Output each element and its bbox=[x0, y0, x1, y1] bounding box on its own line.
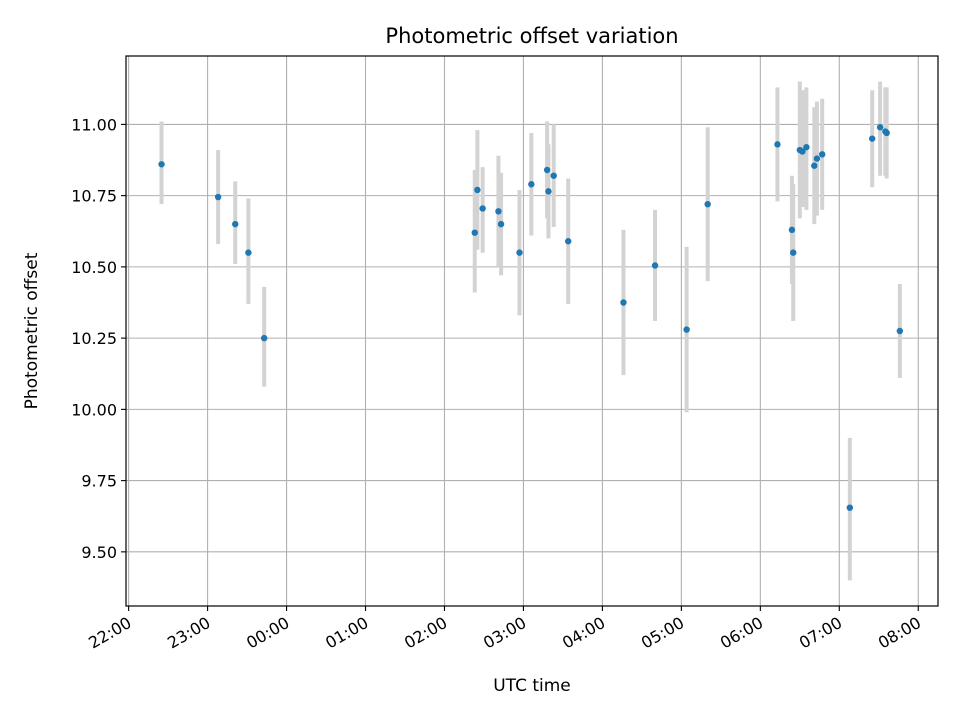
data-point bbox=[876, 124, 884, 131]
grid bbox=[126, 56, 938, 606]
data-point bbox=[803, 143, 810, 151]
data-point bbox=[479, 205, 486, 212]
data-point bbox=[704, 200, 711, 208]
data-point bbox=[846, 504, 854, 511]
x-axis-label: UTC time bbox=[493, 676, 571, 696]
data-point bbox=[620, 299, 627, 306]
y-tick-label: 10.50 bbox=[71, 258, 117, 277]
data-point bbox=[774, 141, 781, 148]
data-point bbox=[799, 148, 806, 155]
y-tick-label: 10.00 bbox=[71, 400, 117, 419]
data-point bbox=[158, 161, 165, 168]
data-point bbox=[788, 226, 796, 234]
y-axis-label: Photometric offset bbox=[22, 252, 42, 409]
data-point bbox=[896, 327, 904, 335]
data-point bbox=[471, 229, 478, 236]
data-point bbox=[528, 181, 535, 188]
y-tick-label: 9.75 bbox=[81, 472, 117, 491]
data-point bbox=[232, 220, 239, 228]
y-tick-label: 10.75 bbox=[71, 187, 117, 206]
data-point bbox=[497, 220, 505, 228]
data-point bbox=[543, 166, 551, 174]
data-point bbox=[683, 326, 690, 333]
data-point bbox=[790, 249, 797, 256]
data-point bbox=[214, 193, 222, 201]
y-tick-label: 10.25 bbox=[71, 329, 117, 348]
data-point bbox=[811, 162, 818, 169]
chart-title: Photometric offset variation bbox=[385, 24, 678, 48]
data-point bbox=[651, 262, 659, 269]
y-tick-label: 9.50 bbox=[81, 543, 117, 562]
plot-frame bbox=[125, 55, 939, 607]
data-point bbox=[813, 155, 821, 162]
data-point bbox=[495, 208, 502, 215]
data-point bbox=[516, 249, 523, 256]
y-tick-label: 11.00 bbox=[71, 115, 117, 134]
data-point bbox=[474, 186, 481, 194]
data-point bbox=[868, 135, 876, 142]
data-points bbox=[158, 124, 904, 511]
data-point bbox=[550, 172, 557, 179]
data-point bbox=[245, 249, 252, 256]
data-point bbox=[818, 151, 826, 158]
data-point bbox=[545, 188, 552, 195]
data-point bbox=[260, 334, 268, 342]
data-point bbox=[564, 238, 572, 245]
data-point bbox=[883, 129, 890, 137]
y-axis-ticks: 9.50 9.75 10.00 10.25 10.50 10.75 11.00 bbox=[71, 115, 126, 562]
